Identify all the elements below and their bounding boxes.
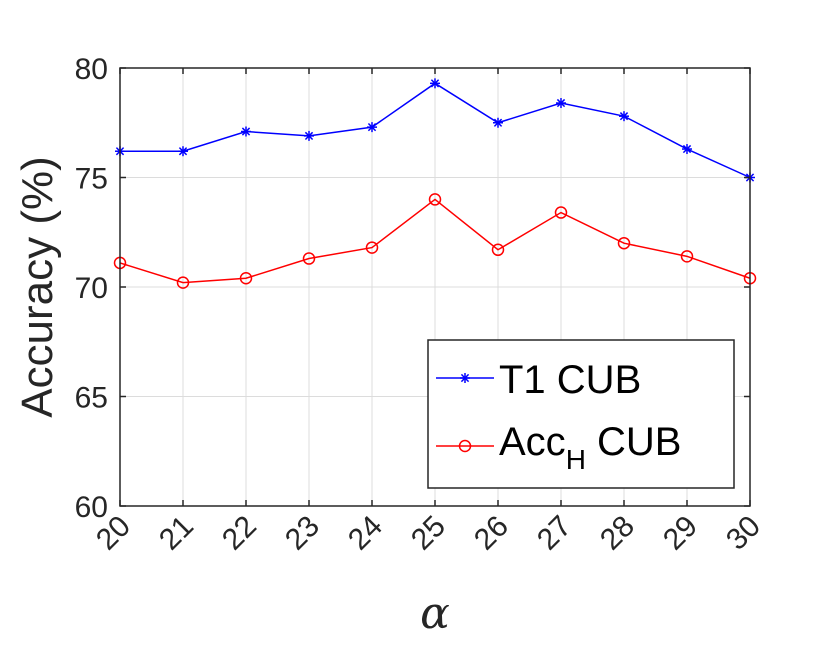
marker-stroke — [556, 98, 566, 108]
data-point-1 — [302, 252, 316, 265]
data-point-1 — [491, 243, 505, 257]
y-tick-label: 70 — [75, 272, 108, 305]
legend-label-t1-cub: T1 CUB — [499, 358, 641, 402]
marker-stroke — [493, 118, 503, 127]
legend-marker-acch-cub — [458, 439, 472, 453]
x-axis-label: α — [420, 588, 450, 639]
y-tick-label: 60 — [75, 491, 108, 524]
data-point-1 — [428, 193, 442, 206]
data-point-1 — [554, 206, 568, 219]
legend-entry-acch-cub: AccH CUB — [436, 420, 682, 475]
marker-stroke — [304, 131, 314, 141]
data-point-1 — [239, 271, 253, 285]
legend-label-acch-suffix: CUB — [586, 420, 682, 464]
data-point-0 — [619, 111, 629, 122]
series-1 — [113, 193, 757, 289]
legend-marker-shape — [460, 373, 470, 383]
data-point-0 — [241, 126, 251, 137]
legend: T1 CUB AccH CUB — [427, 339, 735, 489]
x-tick-label: 23 — [279, 510, 326, 557]
x-tick-label: 26 — [468, 510, 515, 557]
data-point-0 — [304, 130, 314, 141]
series-0 — [115, 78, 755, 183]
marker-stroke — [367, 122, 377, 132]
data-point-1 — [176, 276, 190, 289]
y-axis-ticks: 60 65 70 75 80 — [75, 53, 750, 524]
x-tick-label: 24 — [342, 510, 389, 557]
data-point-0 — [493, 117, 503, 128]
x-tick-label: 21 — [153, 510, 200, 557]
y-tick-label: 75 — [75, 163, 108, 196]
data-point-0 — [367, 122, 377, 133]
data-point-0 — [430, 78, 440, 89]
marker-stroke — [460, 373, 470, 383]
y-axis-label: Accuracy (%) — [13, 156, 62, 418]
data-point-1 — [617, 236, 631, 250]
marker-stroke — [682, 144, 692, 154]
data-point-0 — [178, 146, 188, 157]
y-tick-label: 80 — [75, 53, 108, 86]
marker-stroke — [430, 79, 440, 88]
legend-label-acch-cub: AccH CUB — [499, 420, 682, 475]
x-tick-label: 25 — [405, 510, 452, 557]
legend-label-acch-base: Acc — [499, 420, 566, 464]
x-tick-label: 27 — [531, 510, 578, 557]
series-line-1 — [119, 198, 751, 284]
marker-stroke — [619, 112, 629, 121]
legend-marker-t1-cub — [460, 373, 470, 383]
x-tick-label: 30 — [720, 510, 767, 557]
data-point-0 — [682, 144, 692, 155]
series-layer — [113, 78, 757, 289]
data-point-1 — [680, 250, 694, 263]
marker-stroke — [178, 147, 188, 156]
x-tick-label: 29 — [657, 510, 704, 557]
x-tick-label: 22 — [216, 510, 263, 557]
legend-label-acch-subscript: H — [566, 444, 586, 475]
legend-entry-t1-cub: T1 CUB — [436, 358, 641, 402]
legend-marker-shape — [458, 439, 472, 453]
data-point-1 — [365, 241, 379, 254]
data-point-0 — [556, 98, 566, 109]
marker-stroke — [241, 127, 251, 136]
y-tick-label: 65 — [75, 382, 108, 415]
legend-box — [427, 339, 735, 489]
x-tick-label: 28 — [594, 510, 641, 557]
